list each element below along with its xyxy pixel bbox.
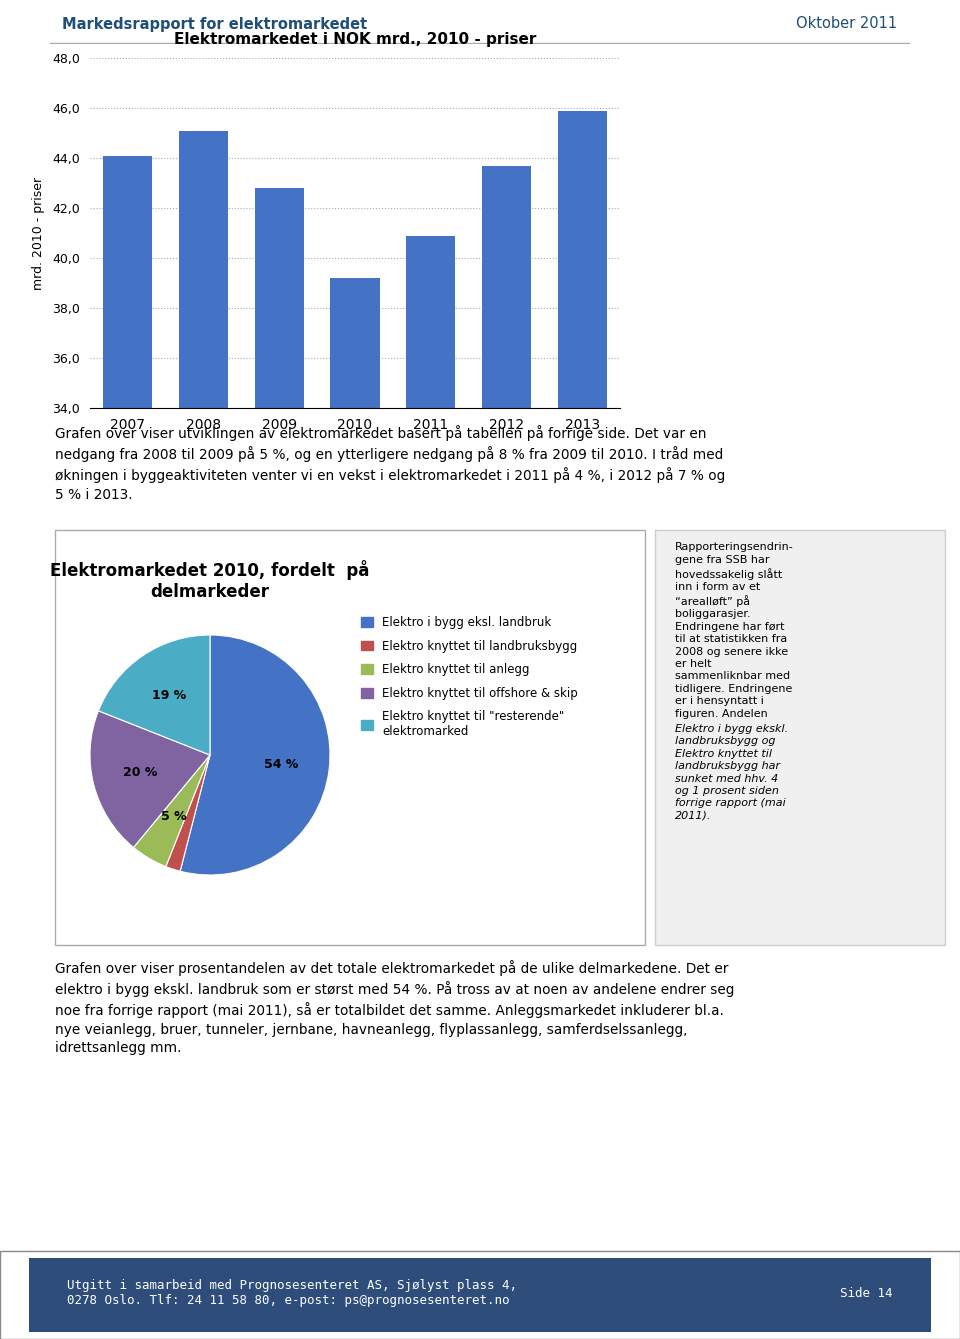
Bar bbox=[558, 111, 607, 1259]
Text: Grafen over viser prosentandelen av det totale elektromarkedet på de ulike delma: Grafen over viser prosentandelen av det … bbox=[55, 960, 734, 1055]
Text: 54 %: 54 % bbox=[264, 758, 299, 770]
Title: Elektromarkedet i NOK mrd., 2010 - priser: Elektromarkedet i NOK mrd., 2010 - prise… bbox=[174, 32, 537, 47]
Wedge shape bbox=[133, 755, 210, 866]
Text: 5 %: 5 % bbox=[160, 810, 186, 823]
Bar bbox=[29, 1259, 931, 1332]
Text: Rapporteringsendrin-
gene fra SSB har
hovedssakelig slått
inn i form av et
“area: Rapporteringsendrin- gene fra SSB har ho… bbox=[675, 542, 794, 731]
Wedge shape bbox=[180, 635, 330, 874]
Text: Grafen over viser utviklingen av elektromarkedet basert på tabellen på forrige s: Grafen over viser utviklingen av elektro… bbox=[55, 424, 725, 502]
Text: Markedsrapport for elektromarkedet: Markedsrapport for elektromarkedet bbox=[62, 16, 368, 32]
Wedge shape bbox=[90, 711, 210, 848]
Bar bbox=[104, 155, 153, 1259]
Bar bbox=[406, 236, 455, 1259]
Text: Oktober 2011: Oktober 2011 bbox=[797, 16, 898, 32]
Title: Elektromarkedet 2010, fordelt  på
delmarkeder: Elektromarkedet 2010, fordelt på delmark… bbox=[50, 560, 370, 601]
Wedge shape bbox=[166, 755, 210, 872]
Wedge shape bbox=[99, 635, 210, 755]
Text: 19 %: 19 % bbox=[153, 690, 186, 702]
Bar bbox=[330, 279, 379, 1259]
Bar bbox=[179, 130, 228, 1259]
Text: 20 %: 20 % bbox=[123, 766, 157, 779]
Text: Utgitt i samarbeid med Prognosesenteret AS, Sjølyst plass 4,
0278 Oslo. Tlf: 24 : Utgitt i samarbeid med Prognosesenteret … bbox=[67, 1279, 517, 1307]
Text: Side 14: Side 14 bbox=[840, 1287, 893, 1300]
Bar bbox=[254, 187, 304, 1259]
Bar bbox=[482, 166, 531, 1259]
Text: Elektro i bygg ekskl.
landbruksbygg og
Elektro knyttet til
landbruksbygg har
sun: Elektro i bygg ekskl. landbruksbygg og E… bbox=[675, 724, 788, 821]
Legend: Elektro i bygg eksl. landbruk, Elektro knyttet til landbruksbygg, Elektro knytte: Elektro i bygg eksl. landbruk, Elektro k… bbox=[361, 616, 578, 738]
Y-axis label: mrd. 2010 - priser: mrd. 2010 - priser bbox=[33, 177, 45, 289]
